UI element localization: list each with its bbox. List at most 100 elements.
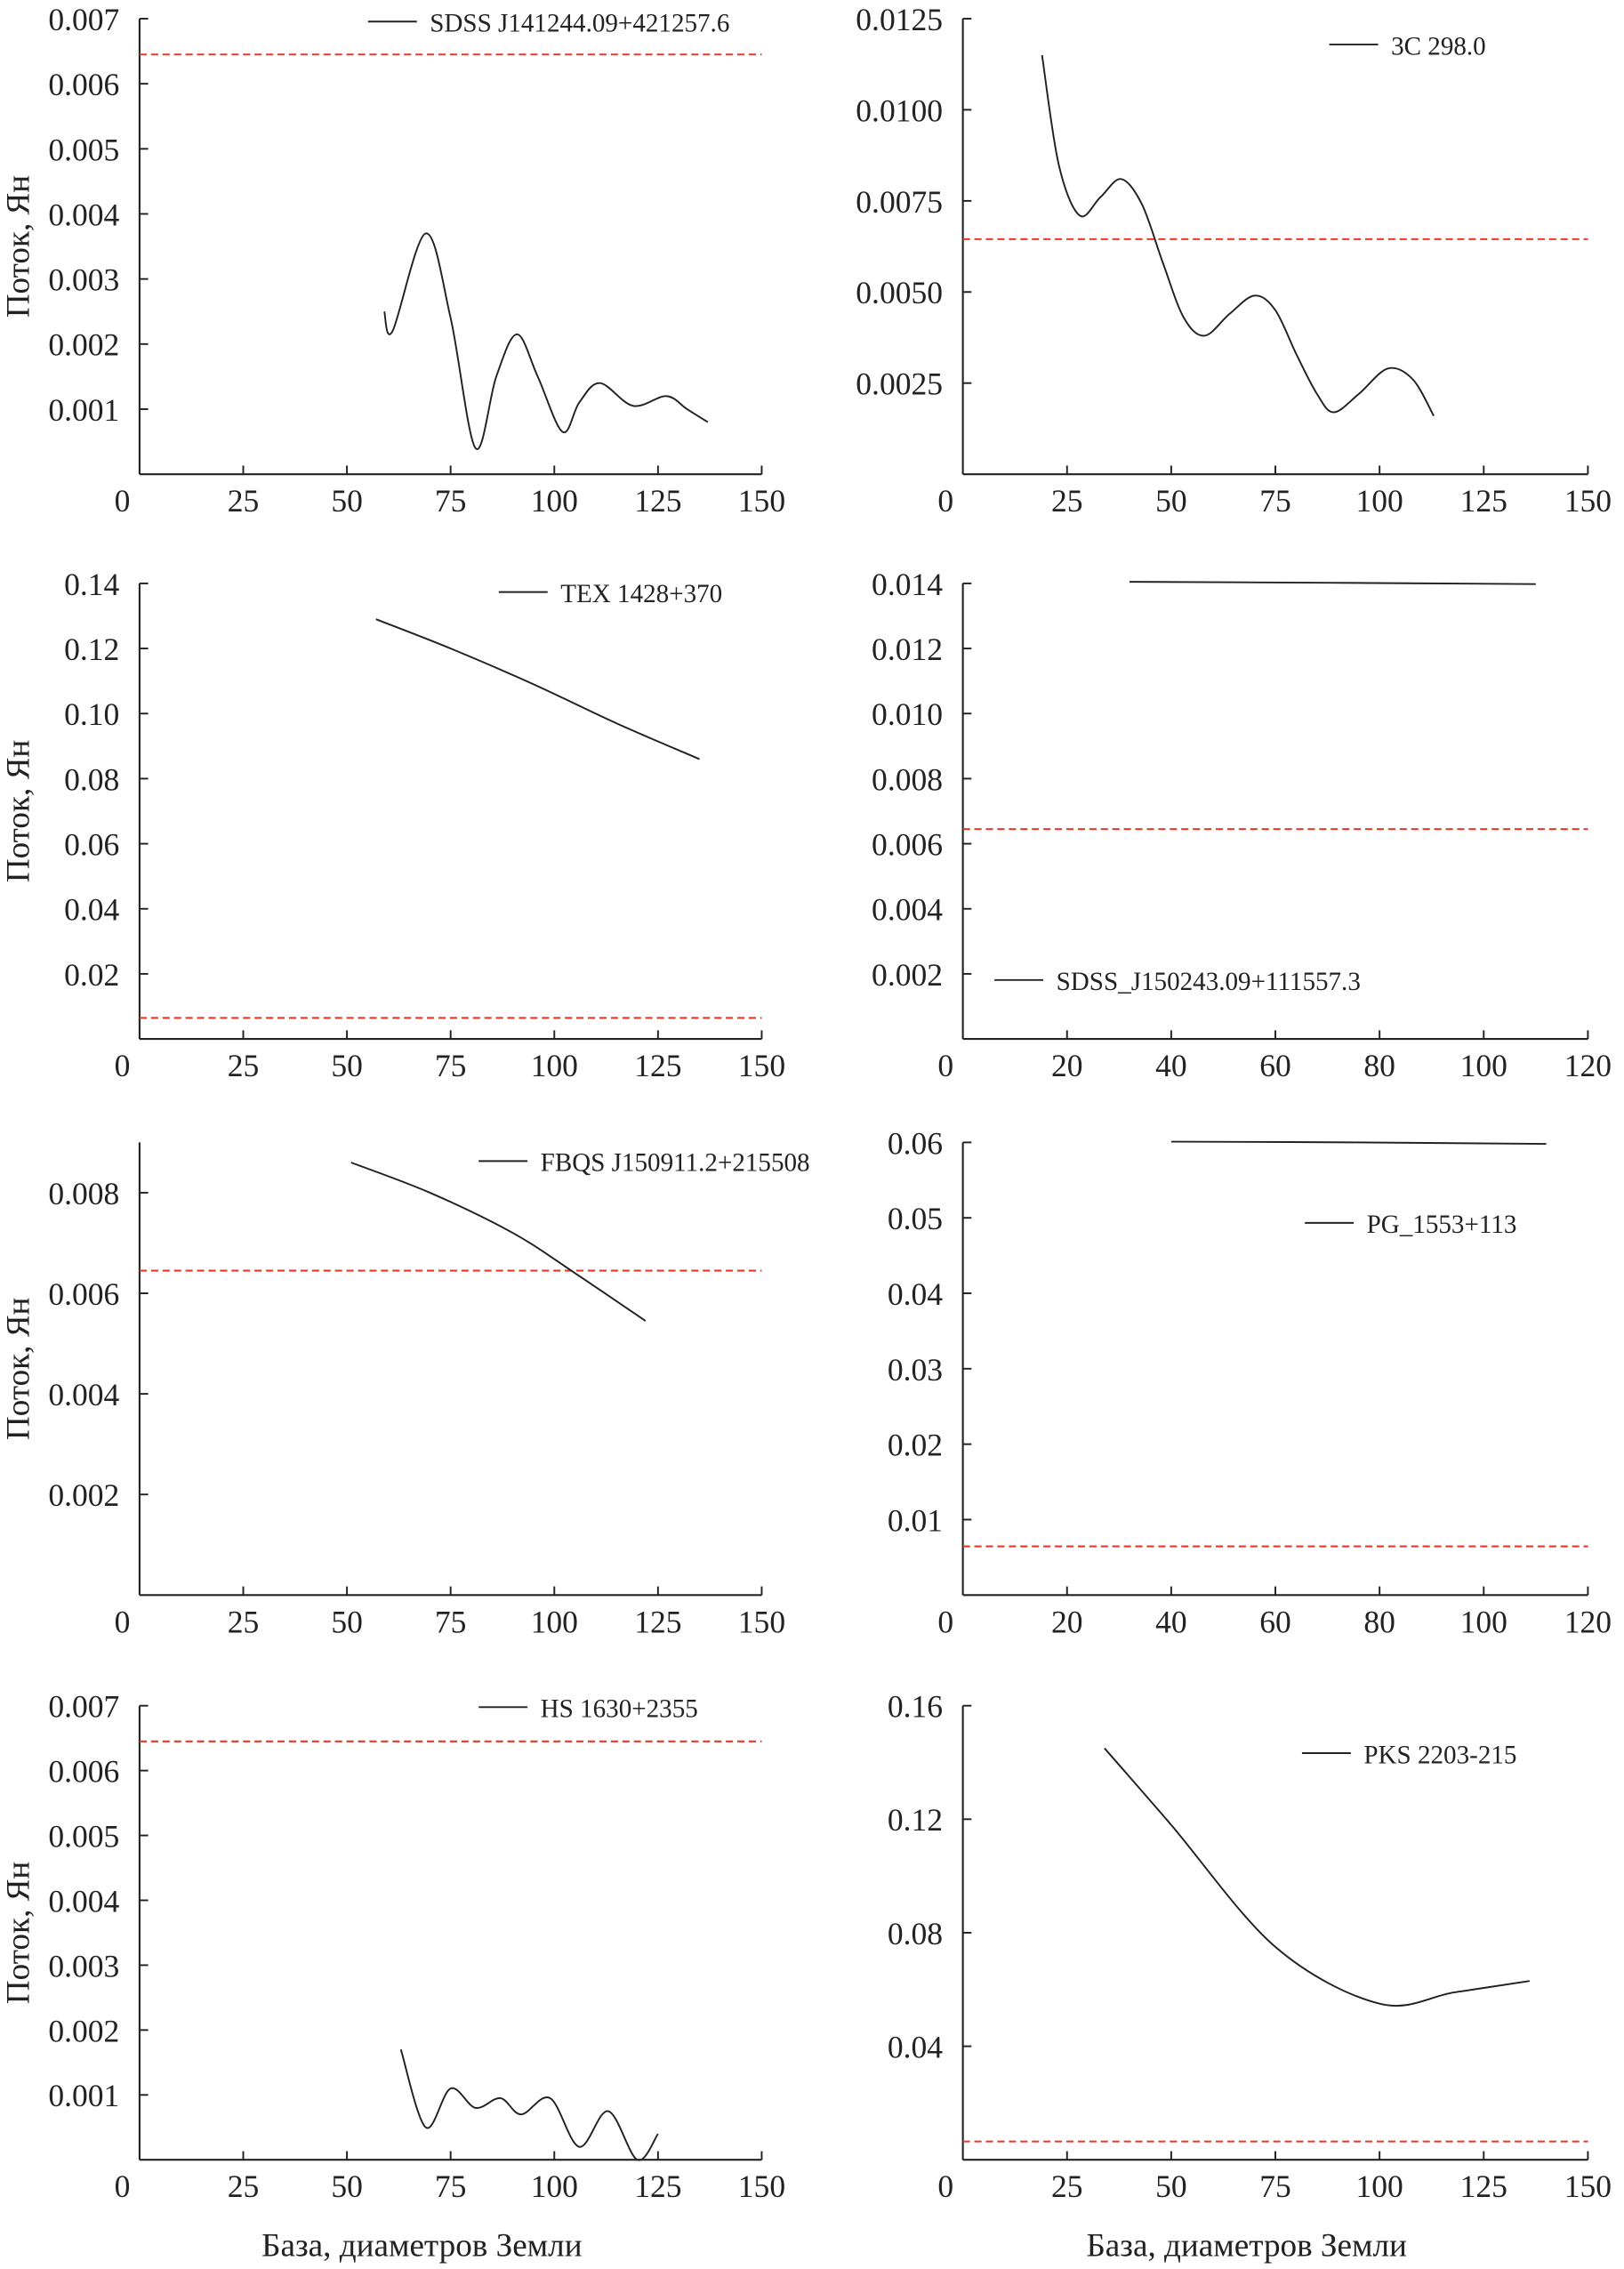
x-tick-label: 0: [115, 1604, 131, 1639]
y-tick-label: 0.04: [64, 892, 119, 928]
x-tick-label: 50: [331, 1604, 363, 1639]
x-tick-label: 100: [1460, 1048, 1507, 1083]
x-tick-label: 20: [1051, 1048, 1083, 1083]
legend-label: FBQS J150911.2+215508: [541, 1149, 810, 1178]
legend-label: HS 1630+2355: [541, 1695, 698, 1724]
y-tick-label: 0.004: [872, 892, 943, 928]
x-tick-label: 125: [634, 1048, 681, 1083]
x-tick-label: 40: [1155, 1604, 1187, 1639]
x-tick-label: 50: [331, 1048, 363, 1083]
flux-curve: [375, 618, 700, 760]
x-tick-label: 0: [115, 1048, 131, 1083]
y-tick-label: 0.03: [888, 1352, 943, 1388]
y-tick-label: 0.06: [64, 827, 119, 863]
x-tick-label: 100: [531, 1048, 578, 1083]
x-axis-label: База, диаметров Земли: [261, 2227, 582, 2264]
x-tick-label: 50: [1155, 2168, 1187, 2204]
y-tick-label: 0.0125: [856, 2, 943, 37]
x-tick-label: 100: [1460, 1604, 1507, 1639]
chart-panel-2: 0 25 50 75 100 125 150 0.0025 0.0050 0.0075 0.0100…: [856, 2, 1612, 519]
x-tick-label: 0: [115, 483, 131, 519]
x-tick-label: 100: [531, 2168, 578, 2204]
y-axis-label: Поток, Ян: [1, 1298, 37, 1440]
y-tick-label: 0.014: [872, 567, 943, 602]
x-tick-label: 25: [228, 1048, 260, 1083]
y-tick-label: 0.14: [64, 567, 119, 602]
y-tick-label: 0.003: [48, 262, 119, 298]
x-tick-label: 150: [1564, 483, 1612, 519]
y-tick-label: 0.005: [48, 1818, 119, 1854]
x-tick-label: 120: [1564, 1048, 1612, 1083]
flux-curve: [383, 232, 709, 450]
flux-curve: [1170, 1140, 1547, 1146]
flux-curve: [1041, 54, 1435, 417]
legend-label: 3C 298.0: [1391, 32, 1486, 60]
y-axis-label: Поток, Ян: [1, 175, 37, 318]
x-tick-label: 120: [1564, 1604, 1612, 1639]
y-tick-label: 0.10: [64, 696, 119, 732]
y-tick-label: 0.008: [872, 761, 943, 797]
x-tick-label: 40: [1155, 1048, 1187, 1083]
y-tick-label: 0.02: [64, 957, 119, 993]
y-tick-label: 0.006: [48, 1276, 119, 1312]
flux-curve: [1130, 581, 1536, 585]
y-tick-label: 0.006: [48, 1754, 119, 1790]
x-tick-label: 125: [1460, 483, 1507, 519]
x-tick-label: 100: [1356, 483, 1403, 519]
x-tick-label: 150: [738, 1604, 785, 1639]
legend-label: SDSS J141244.09+421257.6: [430, 10, 729, 38]
chart-panel-3: 0 25 50 75 100 125 150 0.02 0.04 0.06 0.08 0.10 0.12…: [1, 567, 786, 1083]
y-tick-label: 0.006: [872, 827, 943, 863]
x-tick-label: 125: [1460, 2168, 1507, 2204]
y-tick-label: 0.04: [888, 1276, 943, 1312]
x-tick-label: 75: [435, 483, 467, 519]
y-tick-label: 0.004: [48, 197, 119, 232]
x-tick-label: 50: [1155, 483, 1187, 519]
y-tick-label: 0.06: [888, 1125, 943, 1161]
y-tick-label: 0.007: [48, 2, 119, 37]
y-tick-label: 0.0075: [856, 184, 943, 220]
x-tick-label: 150: [738, 2168, 785, 2204]
x-tick-label: 60: [1259, 1604, 1291, 1639]
flux-curve: [399, 2048, 659, 2161]
x-tick-label: 25: [1051, 483, 1083, 519]
y-tick-label: 0.002: [48, 1477, 119, 1513]
y-tick-label: 0.05: [888, 1201, 943, 1236]
y-tick-label: 0.007: [48, 1689, 119, 1725]
x-tick-label: 80: [1363, 1048, 1395, 1083]
x-tick-label: 60: [1259, 1048, 1291, 1083]
y-tick-label: 0.004: [48, 1883, 119, 1919]
x-tick-label: 75: [1259, 2168, 1291, 2204]
x-tick-label: 25: [1051, 2168, 1083, 2204]
flux-curve: [1104, 1747, 1530, 2008]
x-tick-label: 75: [435, 1048, 467, 1083]
y-tick-label: 0.002: [872, 957, 943, 993]
x-tick-label: 100: [1356, 2168, 1403, 2204]
x-tick-label: 100: [531, 483, 578, 519]
x-tick-label: 150: [1564, 2168, 1612, 2204]
y-tick-label: 0.0050: [856, 275, 943, 310]
x-tick-label: 50: [331, 2168, 363, 2204]
chart-panel-5: 0 25 50 75 100 125 150 0.002 0.004 0.006 0.008 FBQS…: [1, 1142, 810, 1639]
y-tick-label: 0.012: [872, 632, 943, 667]
x-tick-label: 0: [937, 483, 953, 519]
x-tick-label: 150: [738, 1048, 785, 1083]
y-tick-label: 0.04: [888, 2030, 943, 2065]
x-tick-label: 75: [435, 2168, 467, 2204]
x-tick-label: 150: [738, 483, 785, 519]
y-tick-label: 0.006: [48, 67, 119, 102]
x-tick-label: 125: [634, 1604, 681, 1639]
y-tick-label: 0.010: [872, 696, 943, 732]
y-tick-label: 0.003: [48, 1948, 119, 1983]
x-tick-label: 0: [115, 2168, 131, 2204]
x-tick-label: 75: [435, 1604, 467, 1639]
x-tick-label: 0: [937, 1604, 953, 1639]
y-tick-label: 0.008: [48, 1176, 119, 1211]
x-tick-label: 25: [228, 2168, 260, 2204]
y-tick-label: 0.004: [48, 1377, 119, 1412]
legend-label: TEX 1428+370: [560, 580, 722, 608]
y-tick-label: 0.16: [888, 1689, 943, 1725]
y-tick-label: 0.12: [64, 632, 119, 667]
x-tick-label: 0: [937, 1048, 953, 1083]
